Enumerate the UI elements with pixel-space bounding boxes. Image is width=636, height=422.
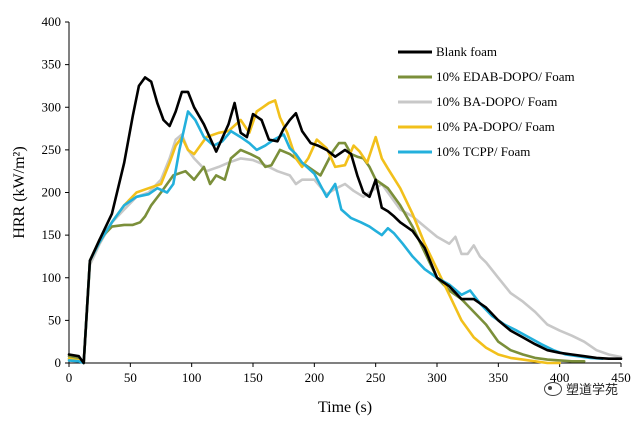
x-tick-label: 50: [124, 370, 137, 385]
y-tick-label: 300: [42, 99, 62, 114]
watermark-label: 塑道学苑: [565, 383, 618, 398]
x-tick-label: 450: [611, 370, 631, 385]
series-line-1: [67, 141, 586, 365]
x-tick-label: 150: [243, 370, 263, 385]
legend-label-4: 10% TCPP/ Foam: [436, 144, 530, 159]
series-line-0: [67, 76, 623, 365]
x-tick-label: 0: [66, 370, 73, 385]
x-tick-label: 250: [366, 370, 386, 385]
legend-label-3: 10% PA-DOPO/ Foam: [436, 119, 555, 134]
x-tick-label: 200: [305, 370, 325, 385]
legend-label-0: Blank foam: [436, 44, 497, 59]
watermark: 塑道学苑: [543, 379, 618, 398]
legend-label-1: 10% EDAB-DOPO/ Foam: [436, 69, 575, 84]
y-tick-label: 50: [48, 312, 61, 327]
series-line-3: [67, 99, 561, 365]
series-line-4: [67, 110, 604, 365]
legend-label-2: 10% BA-DOPO/ Foam: [436, 94, 557, 109]
axes: 0 50 100 150 200 250 300 350 400 0 50 100 150 200 250 3…: [42, 14, 631, 385]
y-tick-label: 350: [42, 57, 62, 72]
series-line-2: [67, 133, 623, 365]
x-tick-label: 300: [427, 370, 447, 385]
y-axis-title: HRR (kW/m²): [11, 146, 28, 238]
series-lines: [67, 76, 623, 365]
legend: Blank foam 10% EDAB-DOPO/ Foam 10% BA-DOPO…: [398, 44, 575, 159]
x-tick-label: 100: [182, 370, 202, 385]
y-tick-label: 200: [42, 185, 62, 200]
y-tick-label: 150: [42, 227, 62, 242]
y-tick-label: 100: [42, 270, 62, 285]
x-tick-label: 400: [550, 370, 570, 385]
x-tick-label: 350: [489, 370, 509, 385]
chat-bubble-icon: [543, 381, 562, 396]
x-axis-title: Time (s): [318, 399, 372, 416]
y-tick-label: 400: [42, 14, 62, 29]
y-tick-label: 250: [42, 142, 62, 157]
y-tick-label: 0: [55, 355, 62, 370]
